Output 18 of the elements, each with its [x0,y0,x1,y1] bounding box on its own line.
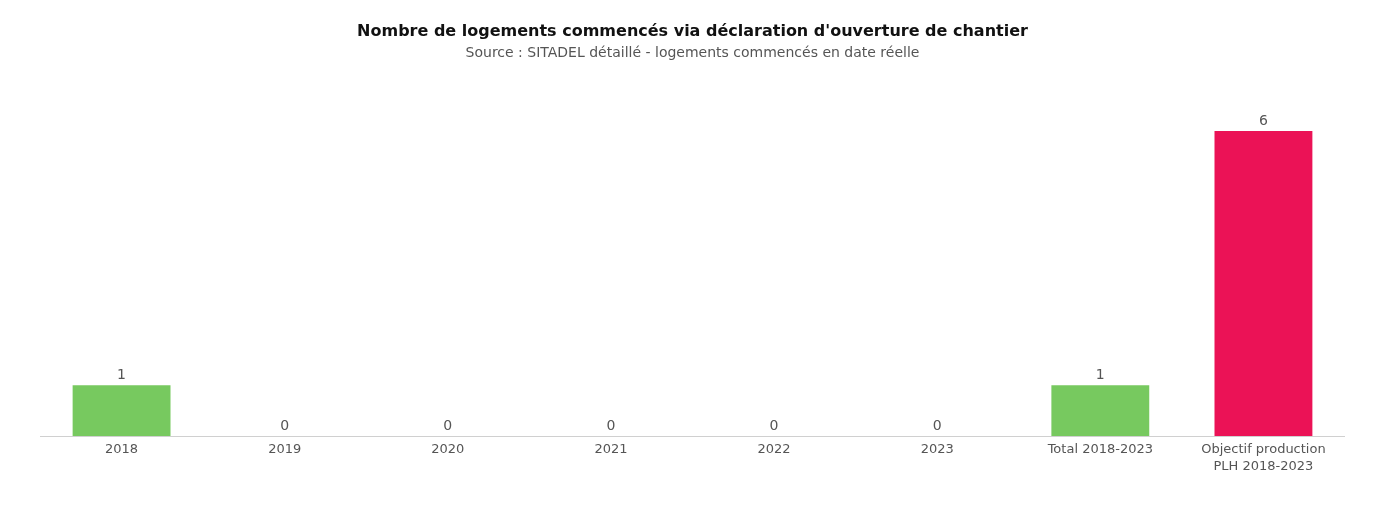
x-tick-label: 2018 [105,440,139,456]
data-label: 6 [1258,112,1268,129]
data-label: 0 [932,417,942,433]
data-label: 0 [606,417,616,433]
data-label: 1 [1095,366,1105,383]
x-tick-label: 2021 [594,440,628,456]
data-label: 0 [769,417,779,433]
x-tick-label: 2020 [431,440,465,456]
data-label: 1 [117,366,127,383]
chart-subtitle: Source : SITADEL détaillé - logements commencés en date réelle [465,43,920,60]
data-label: 0 [280,417,290,433]
data-label: 0 [443,417,453,433]
x-tick-label: 2022 [757,440,791,456]
x-tick-label: Total 2018-2023 [1046,440,1153,456]
x-tick-label: 2023 [920,440,954,456]
chart-title: Nombre de logements commencés via déclaration d'ouverture de chantier [357,20,1029,40]
x-tick-label: 2019 [268,440,302,456]
x-tick-label: Objectif production PLH 2018-2023 [1201,440,1326,473]
